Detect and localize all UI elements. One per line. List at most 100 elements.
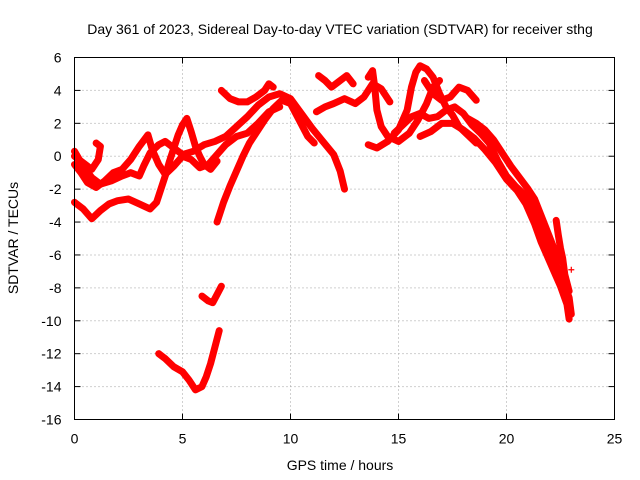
data-point bbox=[460, 126, 467, 133]
series-arc-g bbox=[155, 327, 223, 394]
data-point bbox=[144, 131, 151, 138]
data-point bbox=[244, 130, 251, 137]
series-arc-f bbox=[217, 80, 277, 106]
data-point bbox=[179, 368, 186, 375]
y-tick-label: 6 bbox=[54, 50, 62, 66]
data-point bbox=[162, 171, 169, 178]
x-axis-label: GPS time / hours bbox=[287, 457, 394, 473]
data-point bbox=[378, 85, 385, 92]
data-point bbox=[196, 153, 203, 160]
data-point bbox=[460, 110, 467, 117]
x-tick-label: 25 bbox=[607, 431, 623, 447]
data-point bbox=[304, 133, 311, 140]
data-point bbox=[514, 187, 521, 194]
y-tick-label: -6 bbox=[49, 247, 62, 263]
data-point bbox=[563, 301, 570, 308]
data-point bbox=[421, 77, 428, 84]
data-point bbox=[507, 163, 514, 170]
data-point bbox=[185, 377, 192, 384]
data-point bbox=[114, 197, 121, 204]
axis-ticks bbox=[74, 57, 615, 420]
data-point bbox=[408, 84, 415, 91]
data-point bbox=[276, 90, 283, 97]
data-point bbox=[378, 123, 385, 130]
data-point bbox=[566, 288, 573, 295]
data-point bbox=[84, 179, 91, 186]
data-point bbox=[233, 133, 240, 140]
data-point bbox=[278, 97, 285, 104]
data-point bbox=[261, 87, 268, 94]
data-point bbox=[330, 100, 337, 107]
data-point bbox=[162, 138, 169, 145]
data-point bbox=[455, 84, 462, 91]
data-point bbox=[93, 140, 100, 147]
y-tick-label: -4 bbox=[49, 214, 62, 230]
data-point bbox=[365, 141, 372, 148]
data-point bbox=[198, 383, 205, 390]
data-point bbox=[373, 145, 380, 151]
data-point bbox=[544, 228, 551, 235]
data-series bbox=[71, 62, 575, 394]
data-point bbox=[417, 62, 424, 69]
x-tick-label: 5 bbox=[179, 431, 187, 447]
data-point bbox=[235, 98, 242, 105]
data-point bbox=[198, 293, 205, 300]
data-point bbox=[239, 153, 246, 160]
series-arc-n bbox=[420, 77, 480, 104]
data-point bbox=[473, 120, 480, 127]
data-point bbox=[155, 350, 162, 357]
series-arc-r bbox=[568, 266, 575, 273]
series-arc-i bbox=[315, 72, 357, 91]
data-point bbox=[205, 298, 212, 305]
data-point bbox=[538, 212, 545, 219]
series-arc-h bbox=[198, 282, 225, 307]
data-point bbox=[265, 93, 272, 100]
data-point bbox=[343, 72, 350, 79]
data-point bbox=[531, 196, 538, 203]
data-point bbox=[196, 164, 203, 171]
series-arc-q bbox=[552, 216, 573, 295]
y-tick-label: -16 bbox=[41, 412, 61, 428]
data-point bbox=[566, 316, 573, 323]
data-point bbox=[125, 196, 132, 203]
y-tick-labels: -16 -14 -12 -10 -8 -6 -4 -2 0 2 4 6 bbox=[41, 50, 61, 428]
data-point bbox=[261, 117, 268, 124]
y-tick-label: 4 bbox=[54, 82, 62, 98]
data-point bbox=[557, 245, 564, 252]
data-point bbox=[214, 219, 221, 226]
data-point bbox=[568, 266, 575, 273]
data-point bbox=[553, 217, 560, 224]
data-point bbox=[499, 149, 506, 156]
data-point bbox=[162, 355, 169, 362]
data-point bbox=[365, 74, 372, 81]
data-point bbox=[386, 98, 393, 105]
data-point bbox=[207, 360, 214, 367]
series-trail bbox=[213, 96, 318, 226]
data-point bbox=[255, 102, 262, 109]
data-point bbox=[207, 166, 214, 173]
data-point bbox=[147, 149, 154, 156]
series-trail bbox=[390, 103, 575, 318]
data-point bbox=[443, 107, 450, 114]
series-arc-e bbox=[213, 96, 318, 226]
data-point bbox=[449, 120, 456, 127]
data-point bbox=[211, 344, 218, 351]
data-point bbox=[464, 87, 471, 94]
data-point bbox=[201, 141, 208, 148]
data-point bbox=[270, 105, 277, 112]
x-tick-labels: 0 5 10 15 20 25 bbox=[71, 431, 623, 447]
data-point bbox=[313, 108, 320, 115]
data-point bbox=[106, 200, 113, 207]
data-point bbox=[551, 245, 558, 252]
data-point bbox=[341, 95, 348, 102]
grid-lines bbox=[74, 57, 615, 420]
data-point bbox=[561, 271, 568, 278]
data-point bbox=[503, 176, 510, 183]
data-point bbox=[218, 87, 225, 94]
data-point bbox=[214, 291, 221, 298]
data-point bbox=[337, 168, 344, 175]
series-trail bbox=[315, 72, 357, 91]
data-point bbox=[335, 79, 342, 86]
data-point bbox=[384, 138, 391, 145]
data-point bbox=[471, 135, 478, 142]
